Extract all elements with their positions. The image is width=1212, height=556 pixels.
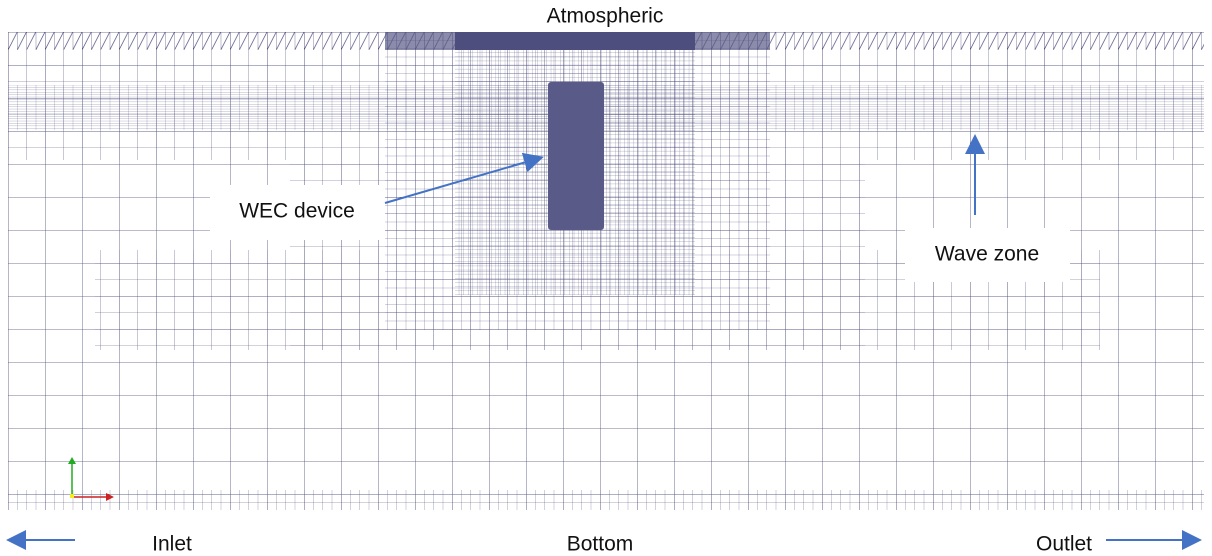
bottom-label: Bottom: [567, 533, 634, 556]
wave-label: Wave zone: [935, 243, 1039, 266]
outlet-label: Outlet: [1036, 533, 1092, 556]
wec-device: [548, 82, 604, 230]
wave-zone-mesh: [8, 85, 1204, 130]
atmospheric-label: Atmospheric: [547, 5, 664, 28]
device-label: WEC device: [239, 200, 355, 223]
inlet-label: Inlet: [152, 533, 192, 556]
atmosphere-refined: [455, 32, 695, 50]
mesh-diagram: Atmospheric WEC device Wave zone Inlet B…: [0, 0, 1212, 556]
bottom-layer: [8, 490, 1204, 510]
